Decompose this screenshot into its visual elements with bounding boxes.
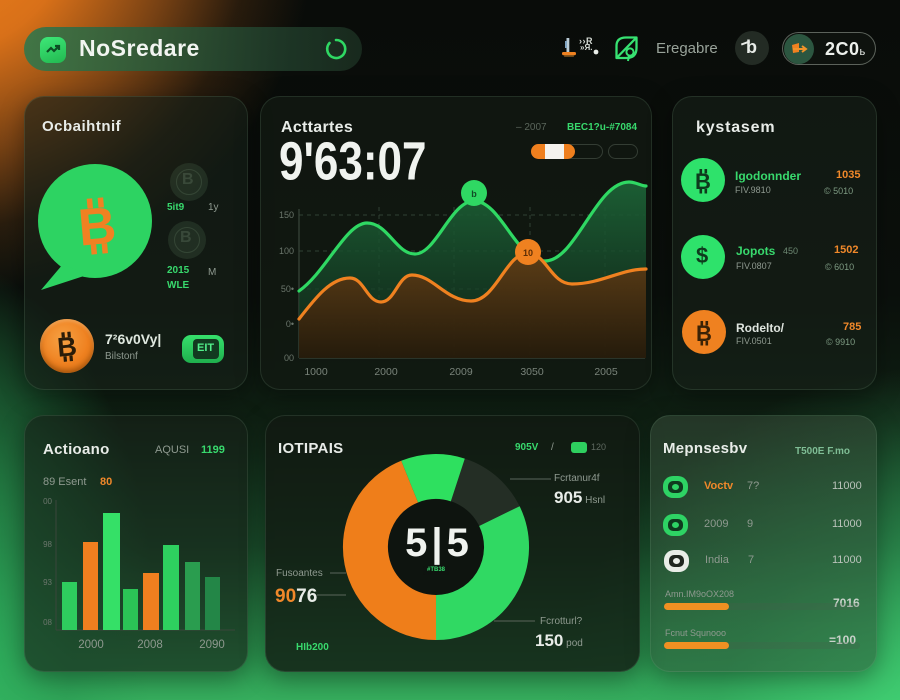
svg-text:100: 100 (279, 246, 294, 256)
svg-text:b: b (471, 189, 477, 199)
svg-text:00: 00 (284, 353, 294, 363)
svg-text:150: 150 (279, 210, 294, 220)
svg-text:2005: 2005 (594, 366, 618, 378)
svg-text:B: B (696, 321, 712, 346)
svg-text:2090: 2090 (199, 639, 225, 651)
svg-text:98: 98 (43, 540, 52, 549)
svg-text:B: B (695, 169, 711, 194)
svg-text:2000: 2000 (374, 366, 398, 378)
svg-text:B: B (76, 196, 118, 257)
svg-text:93: 93 (43, 578, 52, 587)
svg-text:3050: 3050 (520, 366, 544, 378)
svg-text:0•: 0• (286, 319, 294, 329)
svg-text:2009: 2009 (449, 366, 473, 378)
svg-text:1000: 1000 (304, 366, 328, 378)
svg-text:2008: 2008 (137, 639, 163, 651)
svg-text:50•: 50• (281, 284, 294, 294)
svg-text:2000: 2000 (78, 639, 104, 651)
svg-text:08: 08 (43, 618, 52, 627)
svg-text:00: 00 (43, 497, 52, 506)
svg-text:10: 10 (523, 248, 533, 258)
svg-text:B: B (56, 331, 78, 363)
